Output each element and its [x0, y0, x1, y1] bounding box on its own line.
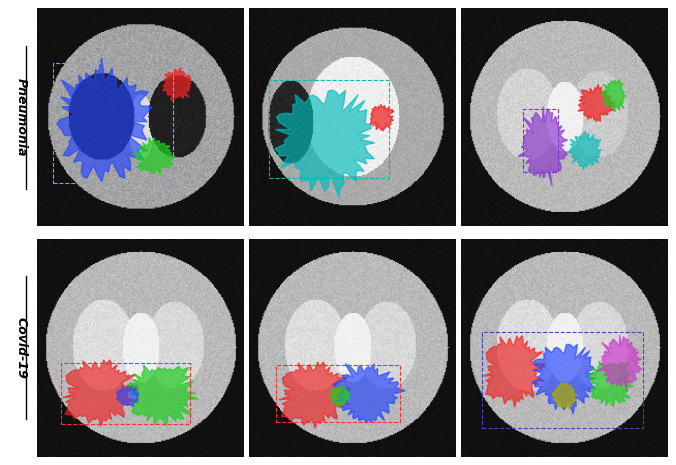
- Polygon shape: [333, 364, 405, 423]
- Bar: [270, 80, 389, 178]
- Polygon shape: [116, 385, 139, 407]
- Polygon shape: [274, 90, 375, 197]
- Polygon shape: [134, 137, 175, 175]
- Polygon shape: [518, 106, 568, 186]
- Polygon shape: [279, 362, 350, 428]
- Polygon shape: [370, 104, 394, 131]
- Bar: [482, 332, 643, 428]
- Polygon shape: [568, 131, 602, 169]
- Polygon shape: [602, 80, 625, 112]
- Bar: [62, 363, 189, 424]
- Bar: [53, 63, 173, 183]
- Polygon shape: [532, 344, 596, 414]
- Bar: [523, 109, 558, 172]
- Polygon shape: [589, 361, 634, 406]
- Text: Covid-19: Covid-19: [14, 317, 28, 379]
- Polygon shape: [597, 335, 642, 392]
- Polygon shape: [62, 360, 138, 426]
- Polygon shape: [57, 58, 152, 181]
- Bar: [276, 365, 400, 422]
- Polygon shape: [578, 85, 616, 122]
- Polygon shape: [483, 336, 545, 407]
- Polygon shape: [552, 383, 577, 409]
- Polygon shape: [162, 68, 191, 101]
- Polygon shape: [329, 386, 351, 408]
- Polygon shape: [128, 365, 199, 425]
- Text: Pneumonia: Pneumonia: [14, 78, 28, 157]
